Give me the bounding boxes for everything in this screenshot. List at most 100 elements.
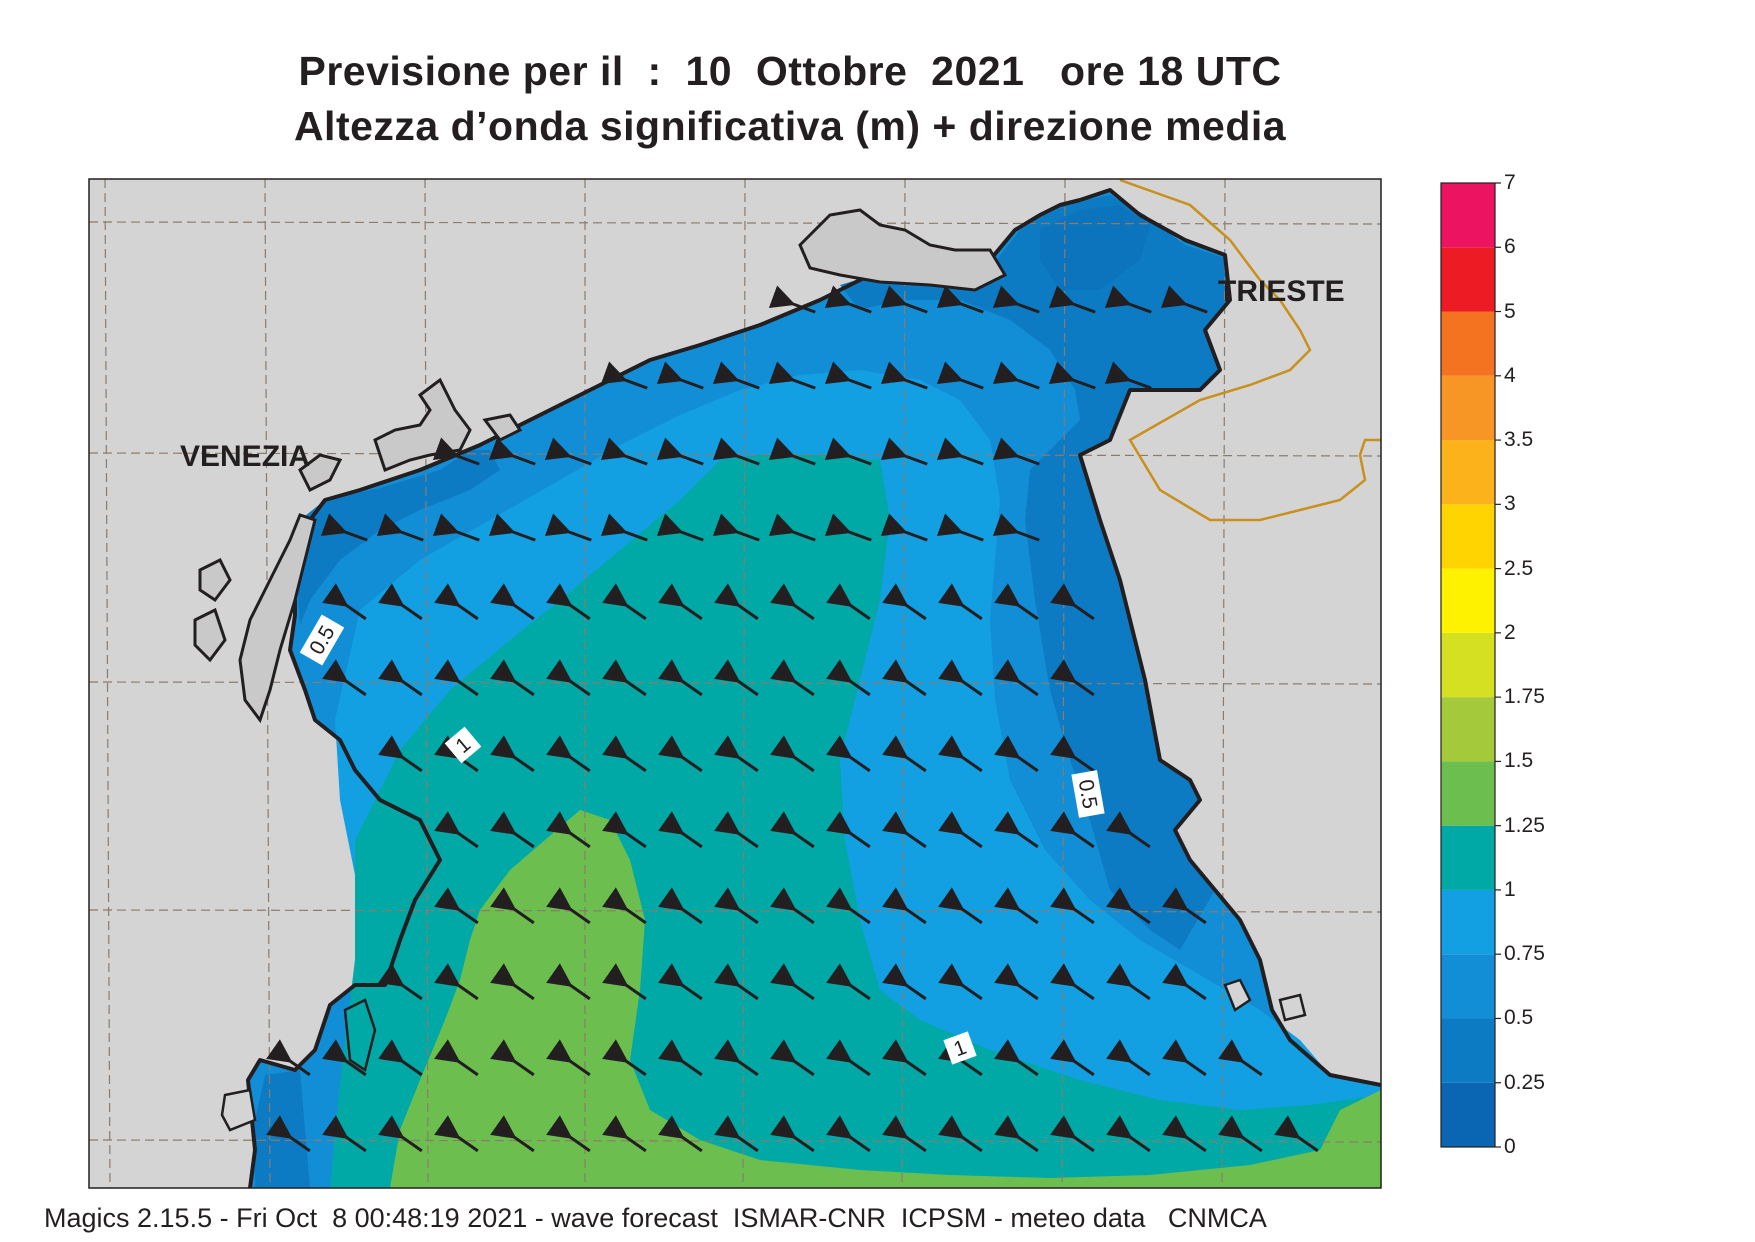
- wave-direction-arrow: [602, 1115, 647, 1153]
- colorbar-label: 0.5: [1504, 1006, 1534, 1030]
- city-label-trieste: TRIESTE: [1218, 275, 1345, 308]
- wave-direction-arrow: [768, 437, 816, 466]
- wave-direction-arrow: [1106, 1115, 1151, 1153]
- colorbar-label: 3.5: [1504, 428, 1534, 452]
- wave-direction-arrow: [434, 659, 479, 697]
- wave-direction-arrow: [936, 285, 984, 314]
- wave-direction-arrow: [826, 659, 871, 697]
- wave-direction-arrow: [434, 1039, 479, 1077]
- wave-direction-arrow: [768, 285, 816, 314]
- wave-direction-arrow: [1050, 583, 1095, 621]
- wave-direction-arrow: [938, 1039, 983, 1077]
- wave-direction-arrow: [602, 1039, 647, 1077]
- wave-direction-arrow: [1218, 1115, 1263, 1153]
- wave-direction-arrow: [1104, 285, 1152, 314]
- wave-direction-arrow: [936, 361, 984, 390]
- wave-direction-arrow: [1050, 1039, 1095, 1077]
- wave-direction-arrow: [1048, 285, 1096, 314]
- colorbar-label: 2: [1504, 620, 1516, 644]
- wave-direction-arrow: [714, 583, 759, 621]
- wave-direction-arrow: [266, 1115, 311, 1153]
- wave-direction-arrow: [994, 1039, 1039, 1077]
- wave-direction-arrow: [1218, 1039, 1263, 1077]
- wave-direction-arrow: [938, 887, 983, 925]
- colorbar-label: 0.75: [1504, 942, 1545, 966]
- colorbar-label: 6: [1504, 235, 1516, 259]
- wave-direction-arrow: [880, 437, 928, 466]
- wave-direction-arrow: [994, 887, 1039, 925]
- wave-direction-arrow: [378, 735, 423, 773]
- colorbar-swatch: [1441, 568, 1495, 633]
- wave-direction-arrow: [714, 659, 759, 697]
- wave-direction-arrow: [322, 1039, 367, 1077]
- wave-direction-arrow: [994, 735, 1039, 773]
- wave-direction-arrow: [432, 437, 480, 466]
- wave-direction-arrow: [992, 285, 1040, 314]
- wave-direction-arrow: [658, 583, 703, 621]
- wave-direction-arrow: [1162, 1039, 1207, 1077]
- wave-direction-arrow: [658, 811, 703, 849]
- wave-direction-arrow: [712, 513, 760, 542]
- wave-direction-arrow: [546, 659, 591, 697]
- wave-direction-arrow: [882, 659, 927, 697]
- colorbar-swatch: [1441, 183, 1495, 248]
- wave-direction-arrow: [490, 887, 535, 925]
- wave-direction-arrow: [434, 1115, 479, 1153]
- wave-direction-arrow: [434, 963, 479, 1001]
- wave-direction-arrow: [1050, 1115, 1095, 1153]
- wave-direction-arrow: [1274, 1115, 1319, 1153]
- wave-direction-arrow: [714, 1115, 759, 1153]
- wave-direction-arrow: [656, 361, 704, 390]
- colorbar-label: 4: [1504, 363, 1516, 387]
- wave-direction-arrow: [600, 513, 648, 542]
- wave-direction-arrow: [434, 583, 479, 621]
- wave-direction-arrow: [546, 735, 591, 773]
- wave-direction-arrow: [880, 285, 928, 314]
- wave-direction-arrow: [658, 735, 703, 773]
- wave-direction-arrow: [826, 811, 871, 849]
- wave-direction-arrow: [544, 437, 592, 466]
- wave-direction-arrow: [602, 963, 647, 1001]
- wave-direction-arrow: [322, 1115, 367, 1153]
- contour-label-1-west: 1: [444, 726, 482, 764]
- wave-direction-arrow: [770, 811, 815, 849]
- wave-direction-arrow: [938, 963, 983, 1001]
- wave-direction-arrow: [490, 735, 535, 773]
- wave-direction-arrow: [1050, 659, 1095, 697]
- colorbar-label: 1.25: [1504, 813, 1545, 837]
- southern-islands: [343, 998, 377, 1073]
- colorbar-frame: [1440, 182, 1496, 1148]
- wave-direction-arrow: [546, 583, 591, 621]
- wave-direction-arrow: [322, 659, 367, 697]
- wave-direction-arrow: [656, 513, 704, 542]
- wave-direction-arrow: [826, 1039, 871, 1077]
- wave-direction-arrow: [938, 811, 983, 849]
- wave-direction-arrow: [994, 1115, 1039, 1153]
- wave-direction-arrow: [882, 811, 927, 849]
- wave-direction-arrow: [658, 1115, 703, 1153]
- colorbar-swatch: [1441, 1082, 1495, 1147]
- wave-direction-arrow: [378, 583, 423, 621]
- wave-direction-arrow: [712, 361, 760, 390]
- wave-direction-arrow: [882, 735, 927, 773]
- wave-direction-arrow: [602, 811, 647, 849]
- wave-direction-arrow: [826, 735, 871, 773]
- wave-direction-arrow: [826, 1115, 871, 1153]
- colorbar-swatch: [1441, 954, 1495, 1019]
- wave-direction-arrow: [376, 513, 424, 542]
- colorbar-label: 2.5: [1504, 556, 1534, 580]
- wave-direction-arrow: [434, 811, 479, 849]
- wave-direction-arrow: [938, 735, 983, 773]
- wave-direction-arrow: [826, 887, 871, 925]
- wave-direction-arrow: [824, 361, 872, 390]
- wave-direction-arrow: [714, 811, 759, 849]
- wave-direction-arrow: [546, 1039, 591, 1077]
- wave-direction-arrow: [994, 659, 1039, 697]
- colorbar-swatch: [1441, 375, 1495, 441]
- wave-direction-arrow: [882, 1039, 927, 1077]
- wave-direction-arrow: [600, 361, 648, 390]
- wave-direction-arrow: [714, 887, 759, 925]
- colorbar-swatch: [1441, 825, 1495, 890]
- wave-direction-arrow: [770, 1039, 815, 1077]
- wave-direction-arrow: [490, 659, 535, 697]
